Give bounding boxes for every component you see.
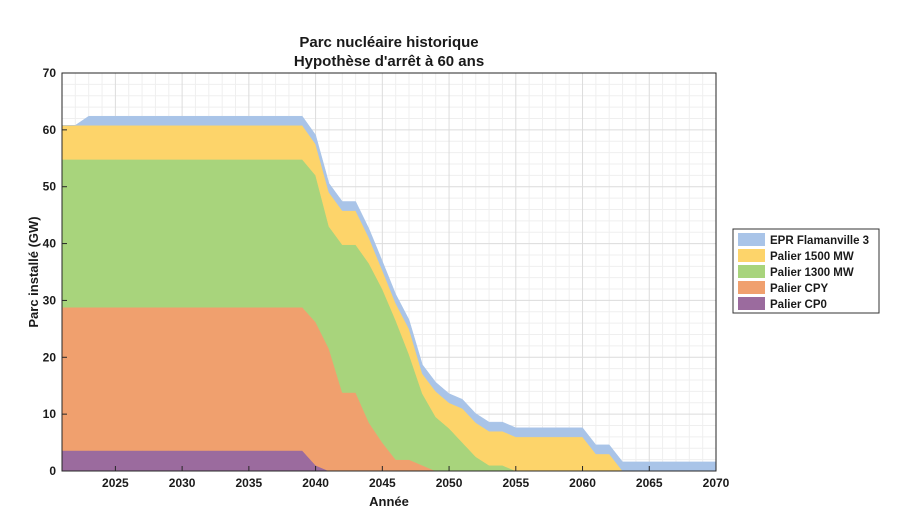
x-tick-label: 2050 (436, 476, 463, 490)
legend-label-palier-1300-mw: Palier 1300 MW (770, 267, 854, 279)
legend-swatch-palier-cpy (738, 281, 765, 294)
legend: EPR Flamanville 3 Palier 1500 MW Palier 13… (732, 228, 880, 314)
legend-swatch-epr-flamanville-3 (738, 233, 765, 246)
x-tick-label: 2070 (703, 476, 730, 490)
x-tick-label: 2045 (369, 476, 396, 490)
y-axis-ticks: 0 10 20 30 40 50 60 70 (43, 66, 67, 478)
x-tick-label: 2030 (169, 476, 196, 490)
chart-title-line-1: Parc nucléaire historique (299, 34, 478, 51)
y-tick-label: 10 (43, 407, 57, 421)
y-axis-label: Parc installé (GW) (26, 216, 41, 327)
y-tick-label: 50 (43, 180, 57, 194)
y-tick-label: 70 (43, 66, 57, 80)
legend-swatch-palier-1500-mw (738, 249, 765, 262)
x-tick-label: 2025 (102, 476, 129, 490)
legend-swatch-palier-1300-mw (738, 265, 765, 278)
x-tick-label: 2035 (236, 476, 263, 490)
legend-label-epr-flamanville-3: EPR Flamanville 3 (770, 235, 869, 247)
x-axis-ticks: 2025 2030 2035 2040 2045 2050 2055 2060 2065 2070 (102, 466, 730, 490)
legend-label-palier-1500-mw: Palier 1500 MW (770, 251, 854, 263)
x-axis-label: Année (369, 494, 409, 509)
y-tick-label: 40 (43, 237, 57, 251)
legend-swatch-palier-cp0 (738, 297, 765, 310)
x-tick-label: 2060 (569, 476, 596, 490)
y-tick-label: 60 (43, 123, 57, 137)
x-tick-label: 2055 (502, 476, 529, 490)
legend-label-palier-cp0: Palier CP0 (770, 299, 827, 311)
x-tick-label: 2040 (302, 476, 329, 490)
legend-label-palier-cpy: Palier CPY (770, 283, 828, 295)
y-tick-label: 20 (43, 350, 57, 364)
y-tick-label: 30 (43, 293, 57, 307)
x-tick-label: 2065 (636, 476, 663, 490)
y-tick-label: 0 (49, 464, 56, 478)
chart-title-line-2: Hypothèse d'arrêt à 60 ans (294, 53, 484, 70)
plot-frame (61, 72, 717, 472)
